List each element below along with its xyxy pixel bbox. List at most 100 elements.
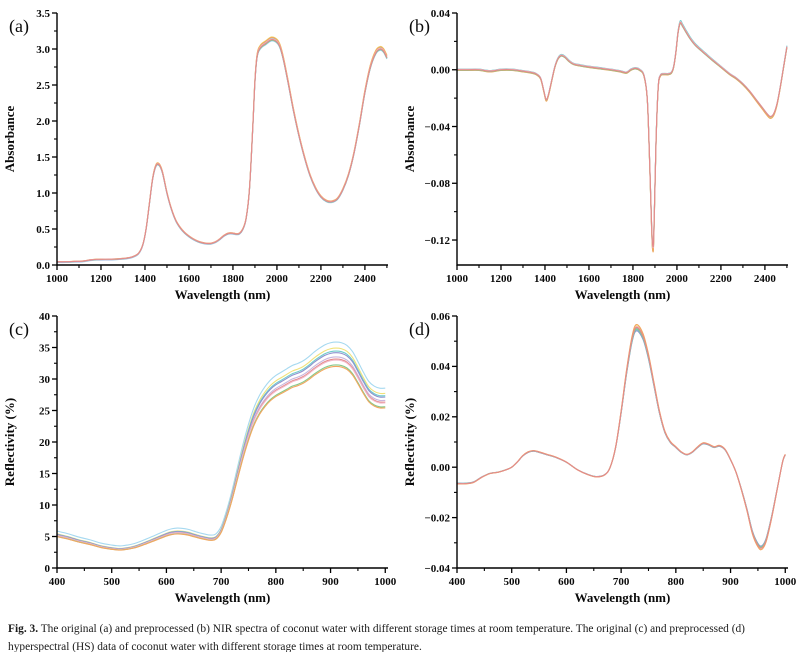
series-line-sample-5 xyxy=(457,21,788,252)
y-tick-label: 40 xyxy=(39,311,51,323)
series-line-sample-9 xyxy=(57,365,386,551)
x-tick-label: 1800 xyxy=(622,273,645,285)
x-axis-title: Wavelength (nm) xyxy=(175,590,271,605)
caption-text: The original (a) and preprocessed (b) NI… xyxy=(8,623,745,652)
caption-label: Fig. 3. xyxy=(8,623,39,636)
x-tick-label: 500 xyxy=(103,576,120,588)
series-line-sample-4 xyxy=(457,19,788,252)
y-tick-label: 0.02 xyxy=(431,412,451,424)
series-line-sample-5 xyxy=(57,36,388,263)
x-tick-label: 700 xyxy=(213,576,230,588)
axes xyxy=(56,13,388,266)
x-axis-title: Wavelength (nm) xyxy=(575,590,671,605)
x-tick-label: 2200 xyxy=(710,273,733,285)
series-line-sample-7 xyxy=(457,22,788,247)
x-tick-label: 1000 xyxy=(774,576,797,588)
panel-label: (a) xyxy=(9,16,29,37)
series-line-sample-4 xyxy=(57,37,388,263)
panel-label: (b) xyxy=(409,16,430,37)
series-line-sample-1 xyxy=(57,341,386,547)
x-tick-label: 800 xyxy=(268,576,285,588)
y-tick-label: 1.5 xyxy=(36,152,50,164)
x-tick-label: 1600 xyxy=(578,273,601,285)
series-line-sample-6 xyxy=(57,36,388,263)
x-tick-label: 500 xyxy=(503,576,520,588)
y-axis-title: Absorbance xyxy=(2,106,17,173)
x-tick-label: 600 xyxy=(158,576,175,588)
x-tick-label: 2000 xyxy=(266,273,289,285)
series-line-sample-4 xyxy=(57,352,386,550)
series-line-sample-3 xyxy=(57,350,386,550)
y-tick-label: 15 xyxy=(39,468,51,480)
series-line-sample-3 xyxy=(57,39,388,263)
x-tick-label: 1000 xyxy=(374,576,397,588)
chart-panel-b: 1000 1200 1400 1600 1800 2000 2200 2400 0.04 0.00… xyxy=(400,0,800,303)
series-line-sample-7 xyxy=(57,359,386,551)
y-tick-label: −0.08 xyxy=(424,178,450,190)
y-tick-label: −0.04 xyxy=(424,121,450,133)
x-tick-label: 1000 xyxy=(46,273,69,285)
series-line-sample-2 xyxy=(57,39,388,263)
y-tick-label: 20 xyxy=(39,437,51,449)
series-line-sample-3 xyxy=(457,22,788,249)
y-tick-label: −0.04 xyxy=(424,563,450,575)
y-tick-label: 0 xyxy=(45,563,51,575)
series-line-sample-7 xyxy=(457,326,786,550)
y-tick-label: 0.0 xyxy=(36,260,50,272)
y-tick-label: 0.00 xyxy=(431,65,451,77)
series-line-sample-9 xyxy=(457,326,786,549)
nir-original-chart: 1000 1200 1400 1600 1800 2000 2200 2400 0.0 0.5 1.… xyxy=(2,8,388,302)
chart-panel-c: 400 500 600 700 800 900 1000 0 5 10 15 20 25 30 35 40 Wa… xyxy=(0,303,400,606)
x-tick-label: 1400 xyxy=(134,273,157,285)
panel-label: (c) xyxy=(9,319,29,340)
series-line-sample-6 xyxy=(457,21,788,253)
hs-original-chart: 400 500 600 700 800 900 1000 0 5 10 15 20 25 30 35 40 Wa… xyxy=(2,311,397,605)
y-tick-label: 0.04 xyxy=(431,8,451,20)
x-axis-title: Wavelength (nm) xyxy=(575,287,671,302)
series-line-sample-1 xyxy=(457,21,788,249)
y-tick-label: 25 xyxy=(39,405,51,417)
x-tick-label: 900 xyxy=(722,576,739,588)
series-line-sample-3 xyxy=(457,327,786,549)
series-line-sample-7 xyxy=(57,39,388,263)
series-line-sample-6 xyxy=(457,325,786,550)
y-axis-title: Absorbance xyxy=(402,106,417,173)
x-tick-label: 1000 xyxy=(446,273,469,285)
y-tick-label: 10 xyxy=(39,500,51,512)
y-tick-label: 30 xyxy=(39,374,51,386)
y-tick-label: 2.0 xyxy=(36,116,50,128)
series-line-sample-8 xyxy=(457,323,786,551)
x-tick-label: 400 xyxy=(49,576,66,588)
series-line-sample-8 xyxy=(57,38,388,263)
series-line-sample-9 xyxy=(57,39,388,263)
x-tick-label: 900 xyxy=(322,576,339,588)
chart-panel-a: 1000 1200 1400 1600 1800 2000 2200 2400 0.0 0.5 1.… xyxy=(0,0,400,303)
x-tick-label: 2000 xyxy=(666,273,689,285)
y-tick-label: 3.0 xyxy=(36,44,50,56)
axes xyxy=(456,13,788,266)
series-line-sample-9 xyxy=(457,22,788,248)
x-axis-title: Wavelength (nm) xyxy=(175,287,271,302)
y-tick-label: 0.00 xyxy=(431,462,451,474)
x-tick-label: 1600 xyxy=(178,273,201,285)
x-tick-label: 400 xyxy=(449,576,466,588)
panel-label: (d) xyxy=(409,319,430,340)
series-line-sample-2 xyxy=(457,21,788,250)
axes xyxy=(456,316,788,569)
series-line-sample-5 xyxy=(57,356,386,550)
x-tick-label: 1200 xyxy=(490,273,513,285)
y-axis-title: Reflectivity (%) xyxy=(402,398,417,486)
series-line-sample-1 xyxy=(457,329,786,548)
series-line-sample-1 xyxy=(57,40,388,264)
series-line-sample-4 xyxy=(457,328,786,548)
y-tick-label: −0.02 xyxy=(424,512,450,524)
y-tick-label: 2.5 xyxy=(36,80,50,92)
x-tick-label: 2400 xyxy=(754,273,777,285)
y-tick-label: 0.5 xyxy=(36,224,50,236)
x-tick-label: 1400 xyxy=(534,273,557,285)
x-tick-label: 600 xyxy=(558,576,575,588)
x-tick-label: 700 xyxy=(613,576,630,588)
chart-panel-d: 400 500 600 700 800 900 1000 0.06 0.04 0.02 0.00 −0… xyxy=(400,303,800,606)
y-axis-title: Reflectivity (%) xyxy=(2,398,17,486)
